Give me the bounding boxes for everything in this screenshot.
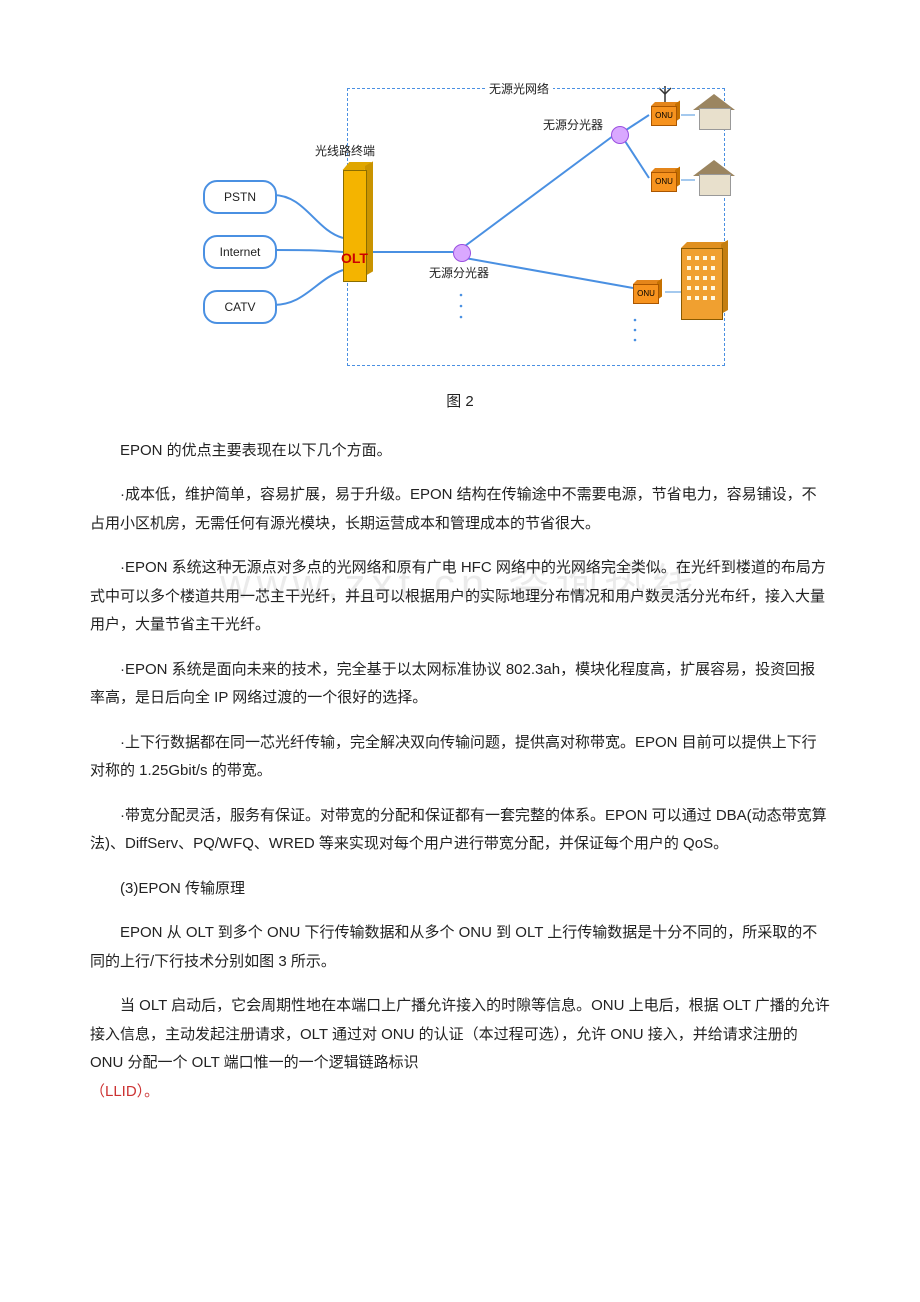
para-cost: ·成本低，维护简单，容易扩展，易于升级。EPON 结构在传输途中不需要电源，节省…: [90, 481, 830, 538]
onu-3: ONU: [633, 280, 663, 302]
building-1: [681, 240, 729, 318]
figure-2-diagram: 无源光网络 PSTN Internet CATV 光线路终端 OLT 无源分光器…: [195, 80, 725, 370]
onu-1: ONU: [651, 102, 681, 124]
para-bandwidth: ·上下行数据都在同一芯光纤传输，完全解决双向传输问题，提供高对称带宽。EPON …: [90, 729, 830, 786]
onu-3-label: ONU: [637, 286, 655, 301]
figure-2-wrap: 无源光网络 PSTN Internet CATV 光线路终端 OLT 无源分光器…: [90, 80, 830, 370]
house-2: [693, 160, 735, 194]
para-llid-b: （LLID）。: [90, 1078, 830, 1107]
node-pstn-label: PSTN: [224, 186, 256, 209]
node-catv: CATV: [203, 290, 277, 324]
splitter-2: [611, 126, 629, 144]
house-1: [693, 94, 735, 128]
para-intro: EPON 的优点主要表现在以下几个方面。: [90, 437, 830, 466]
node-catv-label: CATV: [224, 296, 255, 319]
node-pstn: PSTN: [203, 180, 277, 214]
para-hfc: ·EPON 系统这种无源点对多点的光网络和原有广电 HFC 网络中的光网络完全类…: [90, 554, 830, 640]
node-internet: Internet: [203, 235, 277, 269]
splitter-1-label: 无源分光器: [429, 262, 489, 285]
passive-network-boundary: [347, 88, 725, 366]
boundary-label: 无源光网络: [485, 78, 553, 101]
para-llid-a-text: 当 OLT 启动后，它会周期性地在本端口上广播允许接入的时隙等信息。ONU 上电…: [90, 997, 830, 1071]
para-heading-3: (3)EPON 传输原理: [90, 875, 830, 904]
onu-1-label: ONU: [655, 108, 673, 123]
splitter-1: [453, 244, 471, 262]
para-future: ·EPON 系统是面向未来的技术，完全基于以太网标准协议 802.3ah，模块化…: [90, 656, 830, 713]
olt-text: OLT: [341, 245, 368, 272]
splitter-2-label: 无源分光器: [543, 114, 603, 137]
olt-node: OLT: [343, 160, 373, 280]
para-llid-b-text: （LLID）。: [90, 1083, 159, 1100]
figure-caption: 图 2: [90, 388, 830, 417]
para-llid-a: 当 OLT 启动后，它会周期性地在本端口上广播允许接入的时隙等信息。ONU 上电…: [90, 992, 830, 1078]
onu-2-label: ONU: [655, 174, 673, 189]
node-internet-label: Internet: [220, 241, 261, 264]
para-qos: ·带宽分配灵活，服务有保证。对带宽的分配和保证都有一套完整的体系。EPON 可以…: [90, 802, 830, 859]
onu-2: ONU: [651, 168, 681, 190]
para-updown: EPON 从 OLT 到多个 ONU 下行传输数据和从多个 ONU 到 OLT …: [90, 919, 830, 976]
